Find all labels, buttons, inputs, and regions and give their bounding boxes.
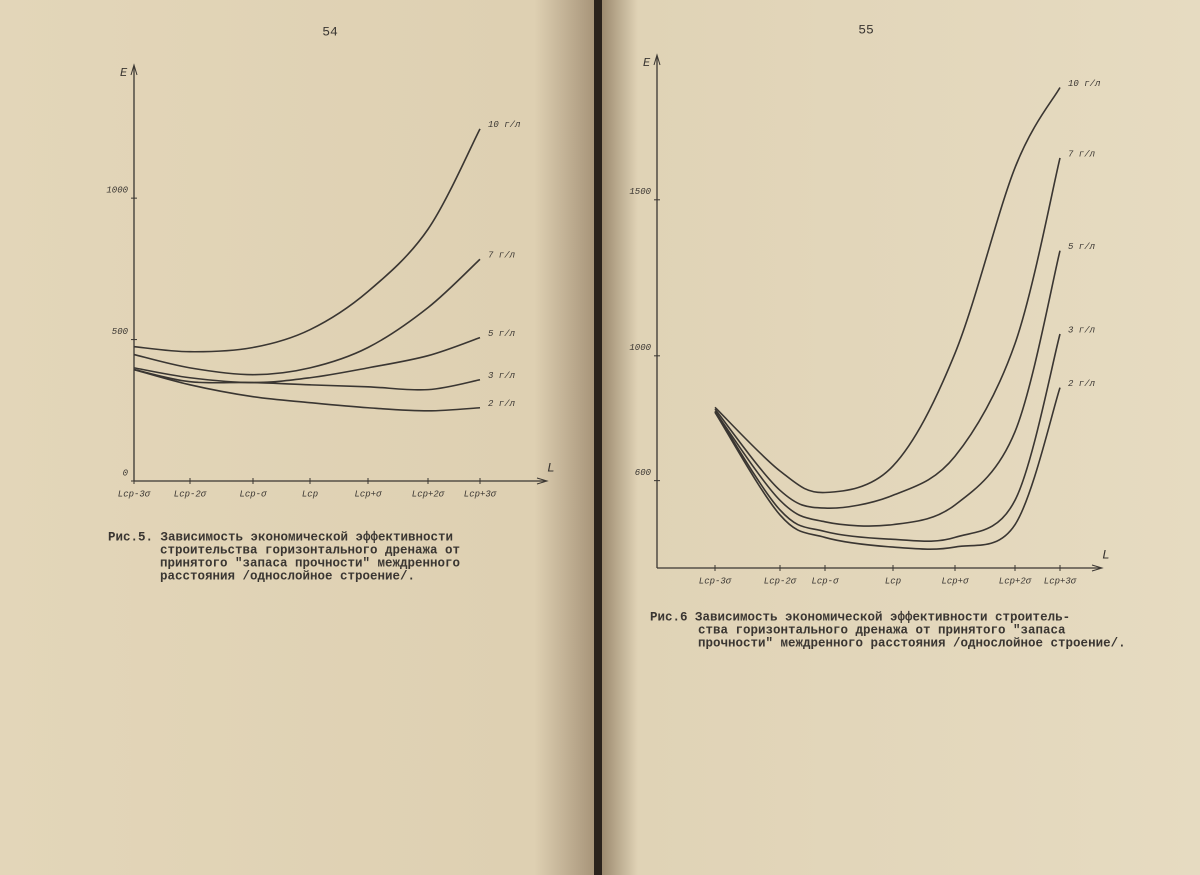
y-arrow <box>653 53 661 66</box>
curve <box>133 336 481 384</box>
x-tick-label: Lср-3σ <box>699 576 732 586</box>
x-tick-label: Lср-σ <box>811 576 839 586</box>
caption-line: ства горизонтального дренажа от принятог… <box>698 623 1066 637</box>
caption-line: Рис.6 Зависимость экономической эффектив… <box>650 610 1070 624</box>
curve-label: 10 г/л <box>1068 79 1101 89</box>
x-tick-label: Lср-2σ <box>764 576 797 586</box>
x-tick-label: Lср+2σ <box>412 489 445 499</box>
y-tick-label: 1500 <box>629 187 651 197</box>
caption-line: принятого "запаса прочности" междренного <box>160 556 460 570</box>
curve <box>133 258 481 376</box>
x-tick-label: Lср <box>302 489 318 499</box>
x-tick-label: Lср-σ <box>239 489 267 499</box>
y-axis-label: E <box>120 66 128 80</box>
x-axis-label: L <box>1102 547 1110 562</box>
curve <box>714 387 1061 550</box>
x-arrow <box>1091 564 1104 572</box>
y-tick-label: 500 <box>112 327 129 337</box>
x-tick-label: Lср+σ <box>354 489 382 499</box>
curve <box>714 87 1061 494</box>
curve-label: 3 г/л <box>488 371 516 381</box>
curve-label: 5 г/л <box>488 329 516 339</box>
right-page <box>602 0 1200 875</box>
x-tick-label: Lср+3σ <box>464 489 497 499</box>
y-tick-label: 1000 <box>106 186 128 196</box>
curve-label: 7 г/л <box>1068 149 1096 159</box>
x-tick-label: Lср <box>885 576 901 586</box>
curve <box>133 368 481 391</box>
curve-label: 2 г/л <box>488 399 516 409</box>
curve <box>133 128 481 353</box>
y-tick-label: 0 <box>123 468 129 478</box>
x-tick-label: Lср+2σ <box>999 576 1032 586</box>
y-arrow <box>130 63 138 76</box>
x-arrow <box>536 477 549 485</box>
curve-label: 10 г/л <box>488 120 521 130</box>
x-tick-label: Lср-3σ <box>118 489 151 499</box>
curve-label: 2 г/л <box>1068 379 1096 389</box>
y-axis-label: E <box>643 56 651 70</box>
x-axis-label: L <box>547 460 555 475</box>
curve <box>714 333 1061 542</box>
page-number: 55 <box>858 22 874 37</box>
curve-label: 5 г/л <box>1068 242 1096 252</box>
curve <box>133 368 481 412</box>
y-tick-label: 600 <box>635 468 652 478</box>
x-tick-label: Lср-2σ <box>174 489 207 499</box>
curve <box>714 157 1061 509</box>
caption-line: строительства горизонтального дренажа от <box>160 543 460 557</box>
caption-line: прочности" междренного расстояния /однос… <box>698 636 1126 650</box>
y-tick-label: 1000 <box>629 343 651 353</box>
curve <box>714 250 1061 527</box>
x-tick-label: Lср+σ <box>941 576 969 586</box>
x-tick-label: Lср+3σ <box>1044 576 1077 586</box>
curve-label: 7 г/л <box>488 251 516 261</box>
page-number: 54 <box>322 24 338 39</box>
caption-line: расстояния /однослойное строение/. <box>160 569 415 583</box>
curve-label: 3 г/л <box>1068 325 1096 335</box>
left-page <box>0 0 594 875</box>
caption-line: Рис.5. Зависимость экономической эффекти… <box>108 530 453 544</box>
